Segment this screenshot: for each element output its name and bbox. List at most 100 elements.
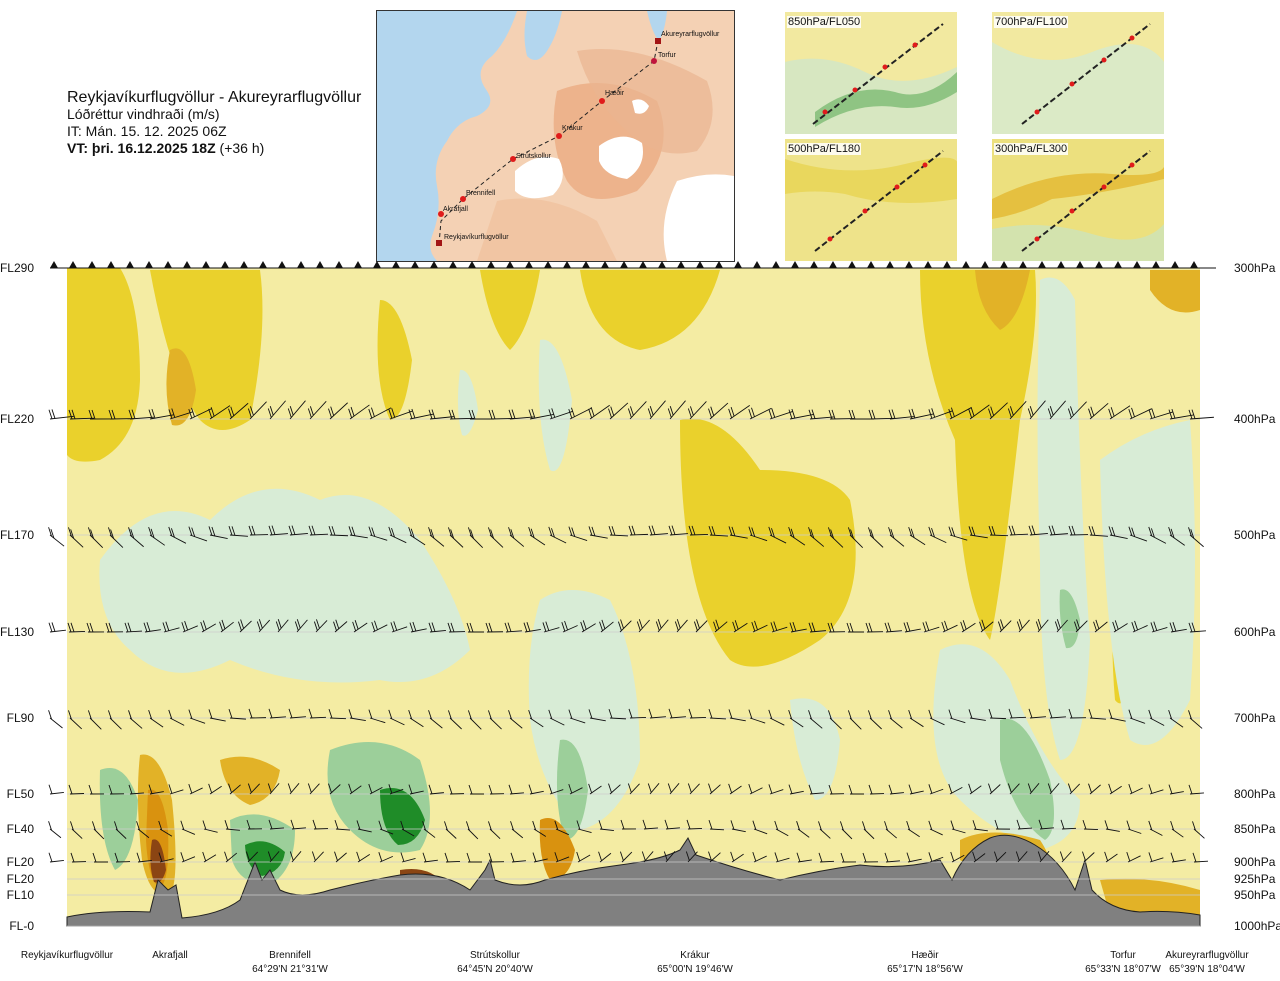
wind-barb	[1027, 783, 1040, 795]
wind-barb	[588, 709, 606, 722]
wind-barb	[448, 710, 462, 730]
wind-barb	[818, 852, 835, 863]
valid-time: VT: þri. 16.12.2025 18Z (+36 h)	[67, 140, 361, 157]
wind-barb	[908, 709, 924, 728]
wind-barb	[238, 619, 252, 633]
wind-barb	[693, 619, 708, 633]
wind-barb	[508, 409, 534, 420]
wind-barb	[686, 819, 703, 830]
wind-barb	[356, 820, 372, 833]
wind-barb	[1108, 783, 1122, 795]
thumbnail-300[interactable]: 300hPa/FL300	[992, 139, 1164, 261]
thumbnail-850-svg	[785, 12, 957, 134]
thumbnail-850[interactable]: 850hPa/FL050	[785, 12, 957, 134]
wind-barb	[400, 852, 416, 863]
wind-barb	[124, 622, 142, 633]
wind-barb	[290, 819, 306, 830]
wind-barb	[510, 852, 526, 863]
wind-barb	[948, 709, 966, 724]
wind-barb	[752, 820, 768, 835]
wind-barb	[48, 622, 66, 633]
wind-barb	[968, 709, 986, 721]
wind-barb	[728, 404, 750, 420]
wind-barb	[105, 622, 124, 633]
wind-barb	[1126, 851, 1141, 863]
wind-barb	[202, 820, 218, 833]
wind-barb	[554, 852, 570, 863]
wind-barb	[444, 852, 461, 863]
wind-barb	[328, 402, 348, 420]
wind-barb	[488, 527, 504, 548]
wind-barb	[288, 708, 306, 719]
wind-barb	[928, 526, 947, 544]
wind-barb	[950, 851, 965, 863]
wind-barb	[708, 402, 729, 420]
wind-barb	[847, 710, 862, 730]
wind-barb	[267, 851, 280, 863]
wind-barb	[948, 407, 972, 420]
wind-barb	[928, 820, 943, 836]
rise-region	[99, 768, 138, 870]
wind-barb	[70, 821, 83, 839]
wind-barb	[548, 709, 565, 726]
wind-barb	[428, 527, 445, 547]
wind-barb	[888, 784, 904, 795]
thumbnail-700[interactable]: 700hPa/FL100	[992, 12, 1164, 134]
wind-barb	[408, 526, 426, 546]
wind-barb	[839, 821, 853, 840]
wind-barb	[1067, 401, 1087, 420]
wind-barb	[568, 407, 592, 420]
valid-time-bold: VT: þri. 16.12.2025 18Z	[67, 140, 216, 156]
wind-barb	[143, 622, 161, 633]
wind-barb	[708, 783, 721, 795]
wind-barb	[466, 852, 483, 863]
wind-barb	[148, 784, 164, 795]
wind-barb	[1007, 400, 1027, 420]
wind-barb	[428, 622, 446, 633]
wind-barb	[307, 401, 327, 420]
wind-barb	[788, 784, 804, 795]
wind-barb	[447, 622, 466, 633]
wind-barb	[868, 784, 885, 795]
wind-barb	[181, 620, 198, 633]
wind-barb	[687, 783, 700, 795]
wind-barb	[628, 525, 649, 536]
wind-barb	[818, 821, 831, 839]
wind-barb	[808, 784, 824, 795]
wind-barb	[87, 527, 104, 549]
wind-barb	[467, 710, 482, 730]
wind-barb	[378, 852, 393, 863]
wind-barb	[636, 619, 650, 633]
wind-barb	[68, 784, 85, 795]
wind-barb	[48, 784, 64, 795]
rise-region	[1000, 718, 1054, 840]
map-label-torfur: Torfur	[658, 52, 677, 59]
wind-barb	[224, 851, 238, 863]
cross-section-chart: FL290 300hPa FL220 400hPa FL170 500hPa FL130 60…	[0, 261, 1280, 933]
thumbnail-700-svg	[992, 12, 1164, 134]
wind-barb	[388, 784, 404, 795]
thumbnail-500[interactable]: 500hPa/FL180	[785, 139, 957, 261]
wind-barb	[655, 619, 669, 633]
wind-barb	[688, 708, 707, 719]
wind-barb	[312, 819, 329, 830]
wind-barb	[608, 708, 627, 720]
wind-barb	[576, 820, 592, 834]
rise-region	[1100, 420, 1195, 745]
wind-barb	[1128, 709, 1146, 724]
wind-barb	[1088, 526, 1108, 537]
wind-barb	[1128, 407, 1152, 420]
wind-barb	[1188, 784, 1204, 795]
wind-barb	[748, 407, 772, 420]
wind-barb	[128, 409, 154, 420]
wind-barb	[308, 708, 327, 719]
wind-barb	[1035, 619, 1049, 633]
wind-barb	[368, 783, 383, 795]
wind-barb	[568, 526, 588, 542]
wind-barb	[248, 525, 269, 536]
wind-barb	[828, 784, 845, 795]
wind-barb	[468, 784, 485, 795]
wind-barb	[730, 851, 744, 863]
wind-barb	[308, 525, 329, 536]
wind-barb	[390, 621, 408, 633]
